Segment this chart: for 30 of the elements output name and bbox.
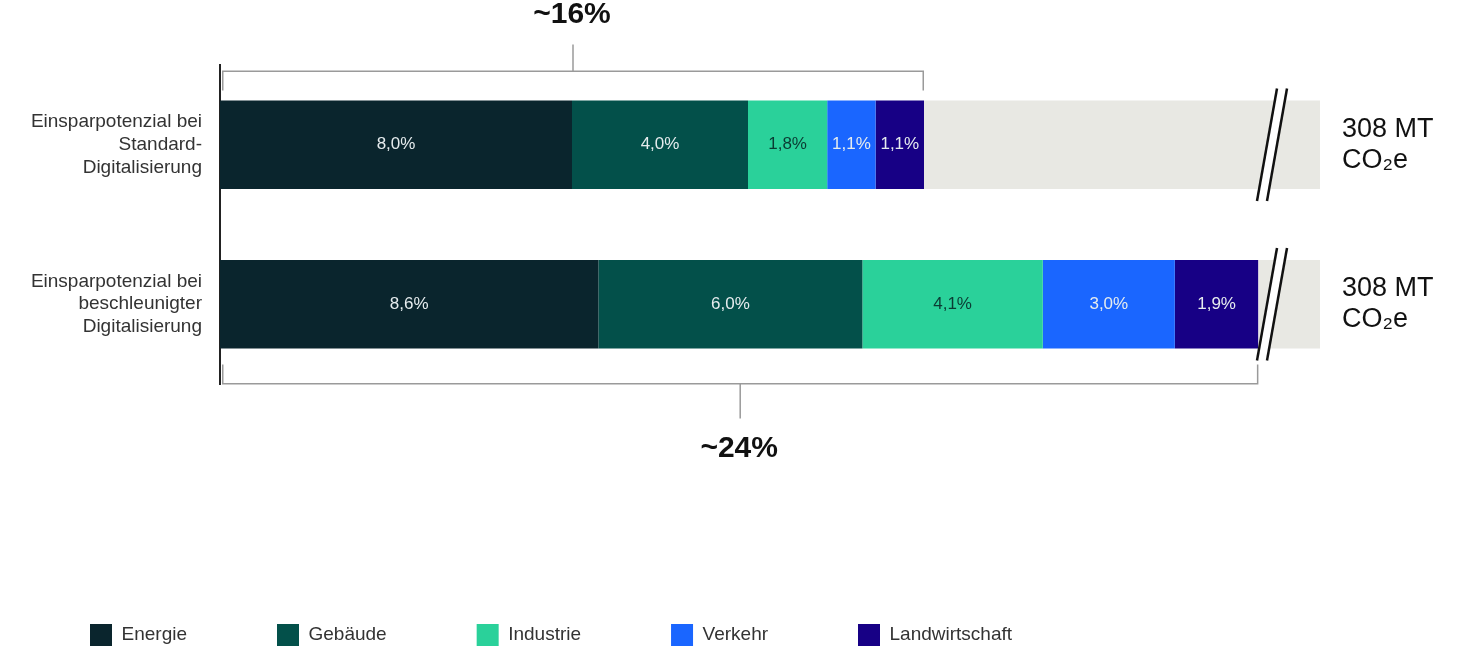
bar	[1042, 259, 1175, 349]
bar	[572, 100, 748, 190]
bar	[598, 259, 863, 349]
y-tick-label: Einsparpotenzial bei beschleunigter Digitalisierung	[30, 269, 203, 337]
data-label: 1,1%	[832, 134, 871, 154]
text: 308 MT CO₂e	[1342, 272, 1434, 334]
legend-label: Industrie	[508, 623, 582, 645]
bar	[827, 100, 876, 190]
data-label: 4,1%	[933, 293, 972, 313]
bar	[862, 259, 1043, 349]
data-label: 1,9%	[1197, 293, 1236, 313]
data-label: 8,6%	[389, 293, 429, 313]
bar	[875, 100, 924, 190]
y-tick-label: Einsparpotenzial bei Standard-Digitalisierung	[30, 110, 202, 177]
text: ~24%	[700, 429, 778, 463]
bar	[748, 100, 828, 190]
legend-label: Gebäude	[308, 623, 387, 645]
text: 308 MT CO₂e	[1342, 112, 1434, 174]
data-label: 1,8%	[768, 134, 807, 154]
text: ~16%	[533, 0, 611, 29]
legend-label: Energie	[121, 623, 187, 645]
legend-label: Verkehr	[702, 623, 769, 645]
data-label: 8,0%	[376, 134, 416, 154]
bar	[220, 100, 572, 190]
data-label: 3,0%	[1089, 293, 1129, 313]
legend-label: Landwirtschaft	[889, 623, 1013, 645]
data-label: 1,1%	[880, 134, 920, 154]
data-label: 6,0%	[711, 293, 750, 313]
data-label: 4,0%	[640, 134, 680, 154]
bar	[220, 259, 599, 349]
